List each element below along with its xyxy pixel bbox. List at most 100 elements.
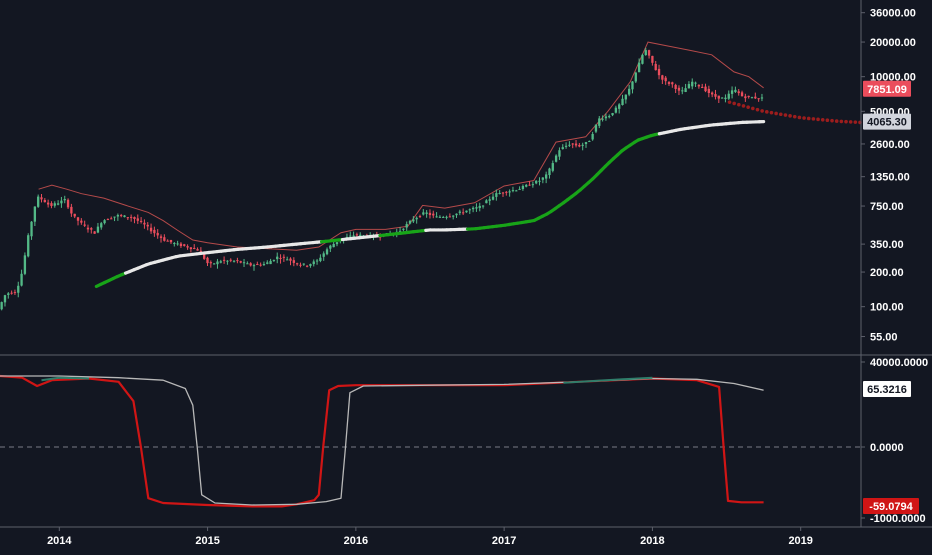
candle-body <box>628 89 630 95</box>
projection-dot <box>770 111 774 115</box>
candle-body <box>688 84 690 88</box>
candle-body <box>495 193 497 197</box>
candle-body <box>724 98 726 99</box>
oscillator-line-0 <box>0 376 764 506</box>
candle-body <box>432 214 434 216</box>
osc-tick-label: -1000.0000 <box>870 513 926 525</box>
candle-body <box>273 260 275 261</box>
candle-body <box>276 257 278 259</box>
candle-body <box>748 96 750 97</box>
candle-body <box>147 225 149 227</box>
candle-body <box>615 108 617 113</box>
projection-dot <box>816 118 820 122</box>
projection-dot <box>728 100 732 104</box>
candle-body <box>107 219 109 220</box>
osc-tick-label: 40000.0000 <box>870 357 928 369</box>
candle-body <box>349 236 351 237</box>
candle-body <box>196 249 198 250</box>
candle-body <box>223 260 225 261</box>
projection-dot <box>756 108 760 112</box>
candle-body <box>489 199 491 201</box>
candle-body <box>259 265 261 266</box>
price-tick-label: 200.00 <box>870 267 904 279</box>
projection-dot <box>849 120 853 124</box>
price-tick-label: 55.00 <box>870 332 898 344</box>
candle-body <box>4 295 6 302</box>
candle-body <box>698 85 700 86</box>
candle-body <box>681 90 683 91</box>
candle-body <box>67 200 69 208</box>
projection-dot <box>821 118 825 122</box>
candle-body <box>60 201 62 204</box>
candle-body <box>220 261 222 262</box>
candle-body <box>582 145 584 146</box>
candle-body <box>515 190 517 191</box>
candle-body <box>665 78 667 82</box>
projection-dot <box>844 120 848 124</box>
candle-body <box>123 215 125 217</box>
candle-body <box>230 260 232 261</box>
time-tick-label: 2015 <box>195 535 219 547</box>
candle-body <box>568 145 570 146</box>
candle-body <box>246 263 248 264</box>
candle-body <box>170 240 172 242</box>
candle-body <box>84 225 86 226</box>
projection-dot <box>830 119 834 123</box>
candle-body <box>621 99 623 105</box>
projection-dot <box>751 107 755 111</box>
candle-body <box>80 221 82 223</box>
candle-body <box>226 261 228 262</box>
projection-dot <box>812 117 816 121</box>
candle-body <box>538 181 540 182</box>
candle-body <box>190 247 192 249</box>
candle-body <box>595 125 597 132</box>
candle-body <box>27 235 29 256</box>
candle-body <box>545 174 547 178</box>
candle-body <box>213 263 215 264</box>
candle-body <box>591 134 593 140</box>
candle-body <box>658 69 660 75</box>
candle-body <box>631 82 633 90</box>
candle-body <box>240 261 242 262</box>
candle-body <box>173 243 175 244</box>
candle-body <box>678 88 680 91</box>
candle-body <box>728 94 730 99</box>
candle-body <box>74 214 76 217</box>
candle-body <box>475 207 477 208</box>
candle-body <box>186 246 188 247</box>
candle-body <box>253 265 255 266</box>
oscillator-pane[interactable] <box>0 376 860 506</box>
candle-body <box>64 199 66 200</box>
candle-body <box>422 212 424 214</box>
candle-body <box>233 261 235 262</box>
candle-body <box>236 260 238 261</box>
candle-body <box>163 237 165 241</box>
candle-body <box>87 228 89 230</box>
price-pane[interactable] <box>0 42 861 310</box>
projection-dot <box>746 105 750 109</box>
candle-body <box>406 224 408 227</box>
candle-body <box>445 217 447 218</box>
projection-dot <box>732 102 736 106</box>
projection-dot <box>835 119 839 123</box>
candle-body <box>578 145 580 147</box>
candle-body <box>93 231 95 233</box>
candle-body <box>130 217 132 218</box>
candle-body <box>442 217 444 218</box>
candle-body <box>180 244 182 246</box>
candle-body <box>50 203 52 206</box>
price-tick-label: 750.00 <box>870 201 904 213</box>
projection-dot <box>854 120 858 124</box>
candle-body <box>24 255 26 273</box>
candle-body <box>482 206 484 207</box>
candle-body <box>20 274 22 286</box>
candle-body <box>721 98 723 99</box>
projection-dot <box>742 104 746 108</box>
candle-body <box>472 208 474 209</box>
candle-body <box>117 215 119 216</box>
candle-body <box>140 221 142 222</box>
candle-body <box>309 264 311 266</box>
